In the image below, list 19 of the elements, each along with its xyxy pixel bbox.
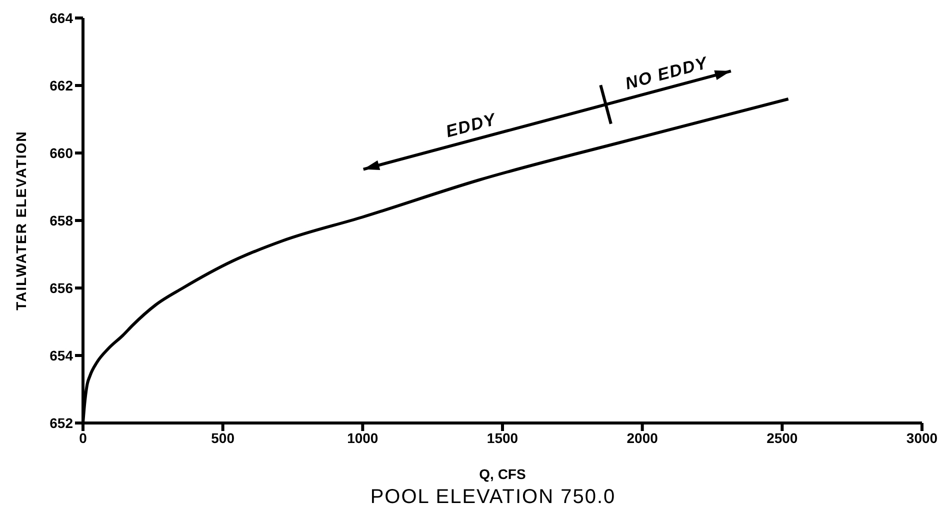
text: POOL ELEVATION 750.0 [369, 486, 617, 509]
y-tick-label: 662 [50, 77, 74, 94]
y-axis-title: TAILWATER ELEVATION [12, 130, 29, 310]
y-tick-label: 654 [50, 347, 74, 364]
x-axis-title: Q, CFS [479, 466, 526, 482]
x-tick-label: 1000 [347, 430, 378, 446]
y-tick-label: 652 [50, 414, 74, 431]
y-tick-label: 658 [50, 212, 74, 228]
x-tick-label: 0 [79, 430, 88, 446]
x-tick-label: 2500 [766, 430, 798, 446]
y-tick-label: 664 [50, 10, 74, 26]
x-tick-label: 500 [211, 430, 235, 446]
annotation: EDDY [444, 110, 499, 142]
y-tick-label: 660 [50, 144, 74, 161]
x-tick-label: 1500 [486, 430, 518, 446]
x-tick-label: 2000 [626, 430, 658, 446]
x-tick-label: 3000 [906, 430, 938, 446]
y-tick-label: 656 [50, 280, 74, 296]
annotation: NO EDDY [623, 52, 710, 94]
